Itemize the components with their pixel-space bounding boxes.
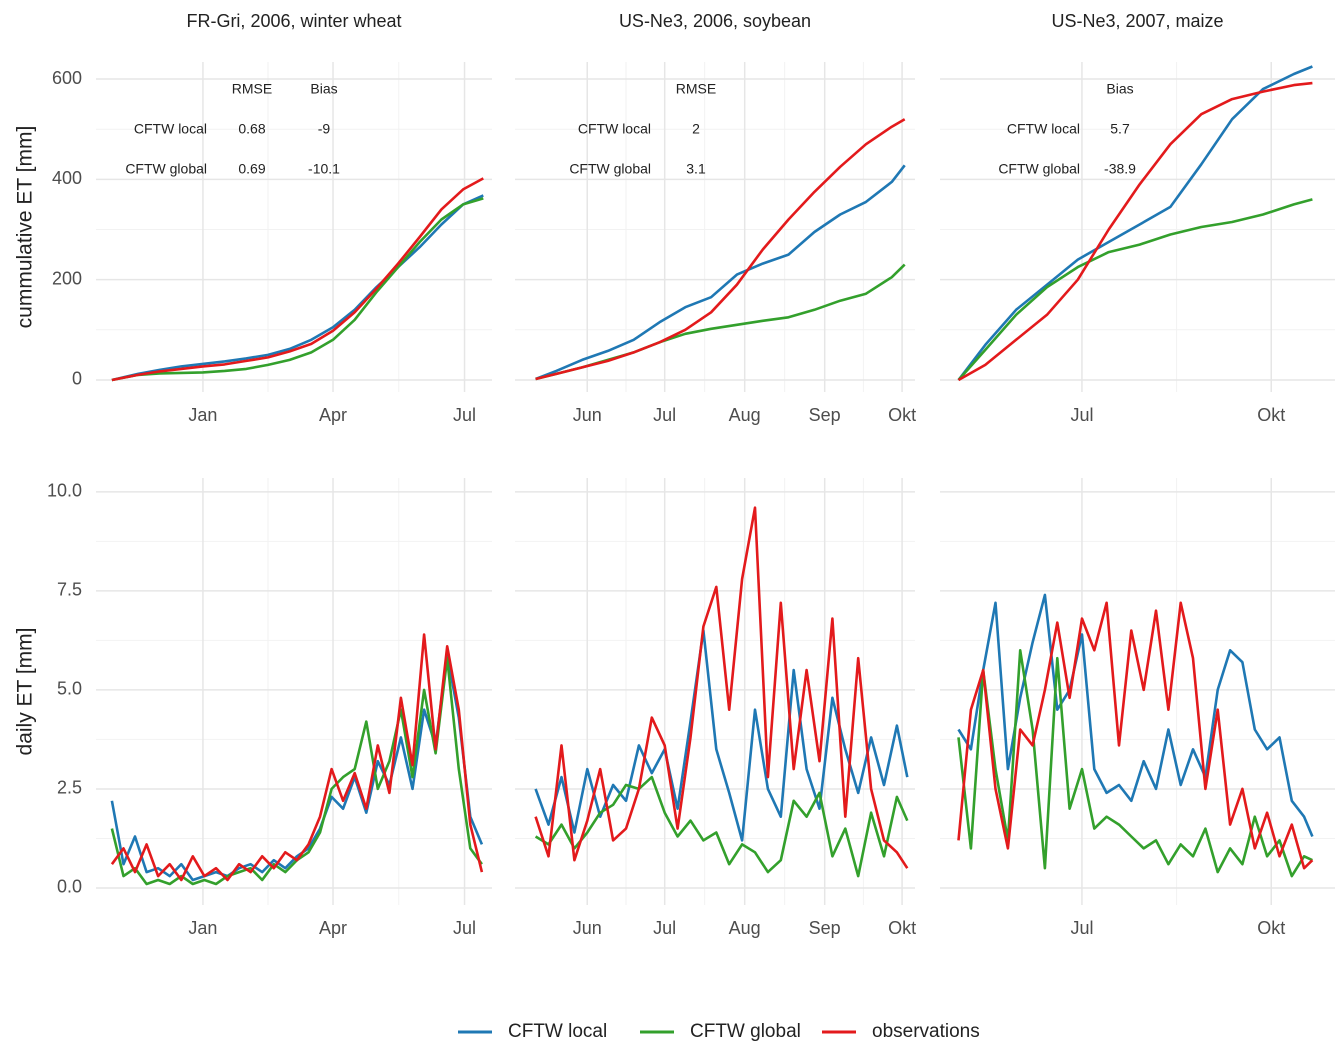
y-tick-label: 2.5 xyxy=(57,778,82,798)
x-tick-label: Jul xyxy=(653,405,676,425)
table-header: Bias xyxy=(1106,81,1133,97)
series-line xyxy=(534,629,909,842)
x-tick-label: Okt xyxy=(1257,405,1285,425)
legend-label: CFTW local xyxy=(508,1021,607,1042)
x-tick-label: Apr xyxy=(319,918,347,938)
x-tick-label: Jul xyxy=(453,405,476,425)
legend-label: observations xyxy=(872,1021,980,1042)
y-axis-label: cummulative ET [mm] xyxy=(14,126,37,329)
series-line xyxy=(534,775,909,878)
y-tick-label: 7.5 xyxy=(57,580,82,600)
series-line xyxy=(111,197,484,382)
x-tick-label: Jul xyxy=(1070,918,1093,938)
table-row-label: CFTW global xyxy=(569,161,651,177)
x-tick-label: Jun xyxy=(573,405,602,425)
x-tick-label: Jan xyxy=(188,918,217,938)
x-tick-label: Okt xyxy=(1257,918,1285,938)
series-line xyxy=(957,198,1313,381)
y-tick-label: 0.0 xyxy=(57,877,82,897)
y-tick-label: 10.0 xyxy=(47,481,82,501)
y-tick-label: 5.0 xyxy=(57,679,82,699)
panel-title: US-Ne3, 2006, soybean xyxy=(619,11,811,31)
x-tick-label: Okt xyxy=(888,405,916,425)
series-line xyxy=(535,118,906,381)
series-line xyxy=(957,649,1313,878)
series-line xyxy=(957,65,1313,381)
table-row-label: CFTW local xyxy=(578,121,651,137)
y-tick-label: 400 xyxy=(52,168,82,188)
x-tick-label: Jul xyxy=(1070,405,1093,425)
table-row-label: CFTW local xyxy=(134,121,207,137)
panel-title: FR-Gri, 2006, winter wheat xyxy=(186,11,401,31)
panel-title: US-Ne3, 2007, maize xyxy=(1051,11,1223,31)
x-tick-label: Jul xyxy=(453,918,476,938)
table-header: RMSE xyxy=(676,81,716,97)
series-line xyxy=(110,656,483,886)
x-tick-label: Apr xyxy=(319,405,347,425)
y-axis-label: daily ET [mm] xyxy=(14,628,37,756)
y-tick-label: 200 xyxy=(52,268,82,288)
table-row-label: CFTW local xyxy=(1007,121,1080,137)
table-row-label: CFTW global xyxy=(998,161,1080,177)
x-tick-label: Jan xyxy=(188,405,217,425)
series-line xyxy=(535,263,906,381)
table-header: Bias xyxy=(310,81,337,97)
series-line xyxy=(111,194,484,382)
series-line xyxy=(957,81,1313,382)
series-line xyxy=(110,633,484,882)
legend-label: CFTW global xyxy=(690,1021,801,1042)
table-value: 3.1 xyxy=(686,161,706,177)
x-tick-label: Jul xyxy=(653,918,676,938)
x-tick-label: Sep xyxy=(809,918,841,938)
table-value: -38.9 xyxy=(1104,161,1136,177)
series-line xyxy=(534,506,909,869)
table-value: 5.7 xyxy=(1110,121,1130,137)
table-value: 0.69 xyxy=(238,161,265,177)
series-line xyxy=(957,593,1314,838)
x-tick-label: Okt xyxy=(888,918,916,938)
series-line xyxy=(111,177,484,382)
table-row-label: CFTW global xyxy=(125,161,207,177)
x-tick-label: Sep xyxy=(809,405,841,425)
table-header: RMSE xyxy=(232,81,272,97)
series-line xyxy=(110,653,484,882)
y-tick-label: 600 xyxy=(52,68,82,88)
table-value: 2 xyxy=(692,121,700,137)
table-value: -9 xyxy=(318,121,331,137)
x-tick-label: Aug xyxy=(729,405,761,425)
table-value: -10.1 xyxy=(308,161,340,177)
series-line xyxy=(535,164,906,381)
y-tick-label: 0 xyxy=(72,369,82,389)
series-line xyxy=(957,601,1314,870)
x-tick-label: Jun xyxy=(573,918,602,938)
table-value: 0.68 xyxy=(238,121,265,137)
x-tick-label: Aug xyxy=(729,918,761,938)
